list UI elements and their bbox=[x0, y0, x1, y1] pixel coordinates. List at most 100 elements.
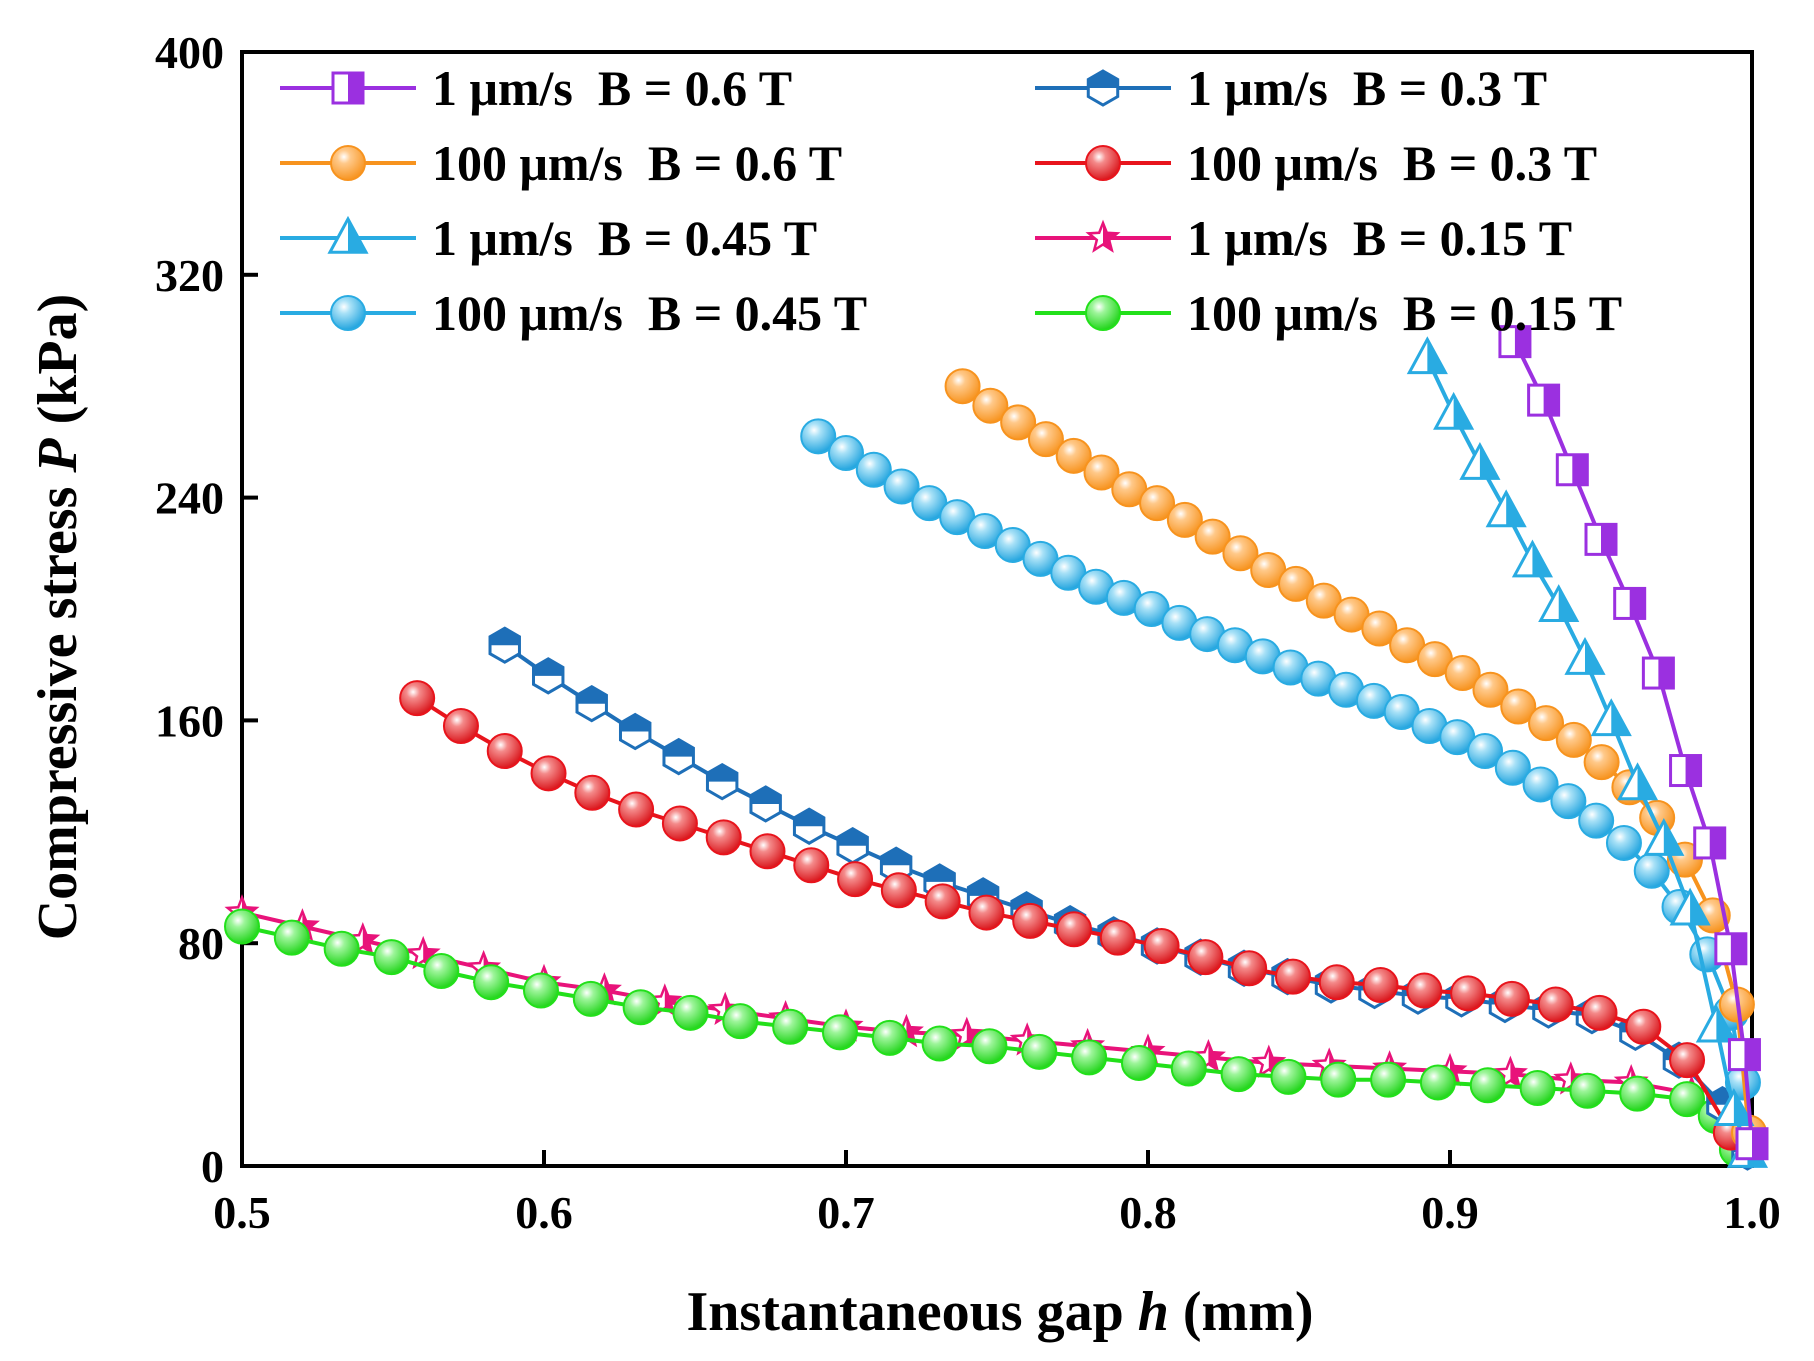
data-point bbox=[1564, 636, 1606, 675]
data-point bbox=[224, 908, 260, 945]
data-point bbox=[1120, 1044, 1157, 1081]
data-point bbox=[1444, 655, 1481, 692]
axes: 0.5 0.6 0.7 0.8 0.9 1.0 0 80 160 240 320 400 bbox=[155, 27, 1781, 1238]
legend-item: 100 μm/s B = 0.6 T bbox=[280, 135, 842, 191]
data-point bbox=[793, 847, 830, 884]
y-tick-label: 320 bbox=[155, 250, 224, 301]
data-point bbox=[1222, 535, 1259, 572]
data-point bbox=[1581, 994, 1618, 1031]
data-point bbox=[944, 368, 981, 405]
legend-label: 100 μm/s B = 0.45 T bbox=[432, 285, 867, 341]
legend-marker bbox=[330, 295, 366, 331]
data-point bbox=[1274, 958, 1311, 995]
data-point bbox=[532, 657, 565, 695]
x-axis-label: Instantaneous gap h (mm) bbox=[686, 1281, 1313, 1343]
data-point bbox=[405, 935, 441, 970]
legend-label: 1 μm/s B = 0.45 T bbox=[432, 210, 817, 266]
data-point bbox=[1538, 584, 1580, 622]
data-point bbox=[1166, 501, 1203, 538]
data-point bbox=[1139, 485, 1176, 522]
x-tick-label: 0.9 bbox=[1421, 1187, 1479, 1238]
data-point bbox=[722, 1003, 759, 1040]
data-point bbox=[575, 684, 608, 723]
legend-marker bbox=[1085, 295, 1121, 331]
data-point bbox=[1485, 489, 1527, 528]
data-point bbox=[1605, 824, 1642, 861]
data-point bbox=[399, 680, 436, 717]
legend-label: 100 μm/s B = 0.6 T bbox=[432, 135, 842, 191]
legend-marker bbox=[1085, 219, 1121, 253]
data-point bbox=[1469, 1067, 1506, 1104]
data-point bbox=[442, 707, 479, 744]
data-point bbox=[921, 1025, 958, 1062]
y-tick-label: 160 bbox=[155, 695, 224, 746]
data-point bbox=[1669, 1081, 1706, 1118]
series-2 bbox=[1406, 336, 1769, 1168]
data-point bbox=[1467, 733, 1504, 770]
data-point bbox=[1727, 1038, 1761, 1072]
data-point bbox=[574, 774, 611, 811]
y-axis-label: Compressive stress P (kPa) bbox=[27, 294, 89, 941]
y-tick-label: 400 bbox=[155, 27, 224, 78]
data-point bbox=[1693, 826, 1727, 860]
data-point bbox=[1194, 518, 1231, 555]
data-point bbox=[1419, 1064, 1456, 1101]
legend-marker bbox=[327, 215, 369, 254]
legend-label: 1 μm/s B = 0.15 T bbox=[1187, 210, 1572, 266]
data-point bbox=[971, 1028, 1008, 1065]
data-point bbox=[1270, 1058, 1307, 1095]
data-point bbox=[273, 919, 310, 956]
data-point bbox=[1494, 749, 1531, 786]
data-point bbox=[1527, 383, 1561, 417]
legend-item: 100 μm/s B = 0.45 T bbox=[280, 285, 867, 341]
data-point bbox=[1362, 966, 1399, 1003]
data-point bbox=[1522, 766, 1559, 803]
x-tick-label: 0.7 bbox=[817, 1187, 875, 1238]
data-point bbox=[1370, 1061, 1407, 1098]
data-point bbox=[1669, 754, 1703, 788]
data-point bbox=[1231, 950, 1268, 987]
data-point bbox=[662, 737, 695, 776]
data-point bbox=[1459, 442, 1501, 480]
data-point bbox=[821, 1014, 858, 1051]
data-point bbox=[836, 826, 869, 865]
data-point bbox=[1406, 972, 1443, 1009]
data-point bbox=[1450, 975, 1487, 1012]
data-point bbox=[1187, 939, 1224, 976]
data-point bbox=[473, 964, 510, 1001]
data-point bbox=[1633, 852, 1670, 889]
data-point bbox=[1251, 1044, 1287, 1078]
data-point bbox=[1498, 325, 1532, 359]
data-point bbox=[1099, 919, 1136, 956]
data-point bbox=[1493, 980, 1530, 1017]
x-tick-label: 0.8 bbox=[1119, 1187, 1177, 1238]
data-point bbox=[1669, 887, 1711, 926]
data-point bbox=[772, 1008, 809, 1045]
data-point bbox=[705, 762, 739, 801]
data-point bbox=[1519, 1070, 1556, 1107]
legend-item: 100 μm/s B = 0.15 T bbox=[1035, 285, 1622, 341]
data-point bbox=[749, 833, 786, 870]
data-point bbox=[373, 939, 410, 976]
y-tick-label: 80 bbox=[178, 918, 224, 969]
data-point bbox=[968, 894, 1005, 931]
data-point bbox=[661, 805, 698, 842]
data-point bbox=[705, 819, 742, 856]
data-point bbox=[1056, 911, 1093, 948]
data-point bbox=[972, 387, 1009, 424]
series-0 bbox=[1498, 325, 1769, 1161]
data-point bbox=[949, 1016, 985, 1051]
legend-marker bbox=[1086, 69, 1120, 107]
data-point bbox=[828, 435, 864, 472]
data-point bbox=[486, 733, 523, 770]
data-point bbox=[1669, 1042, 1706, 1079]
legend-label: 1 μm/s B = 0.6 T bbox=[432, 60, 792, 116]
legend-item: 1 μm/s B = 0.3 T bbox=[1035, 60, 1547, 116]
data-point bbox=[1616, 762, 1659, 801]
data-point bbox=[572, 980, 609, 1017]
data-point bbox=[1550, 783, 1587, 820]
x-tick-label: 1.0 bbox=[1723, 1187, 1781, 1238]
data-point bbox=[924, 883, 961, 920]
legend-label: 100 μm/s B = 0.15 T bbox=[1187, 285, 1622, 341]
